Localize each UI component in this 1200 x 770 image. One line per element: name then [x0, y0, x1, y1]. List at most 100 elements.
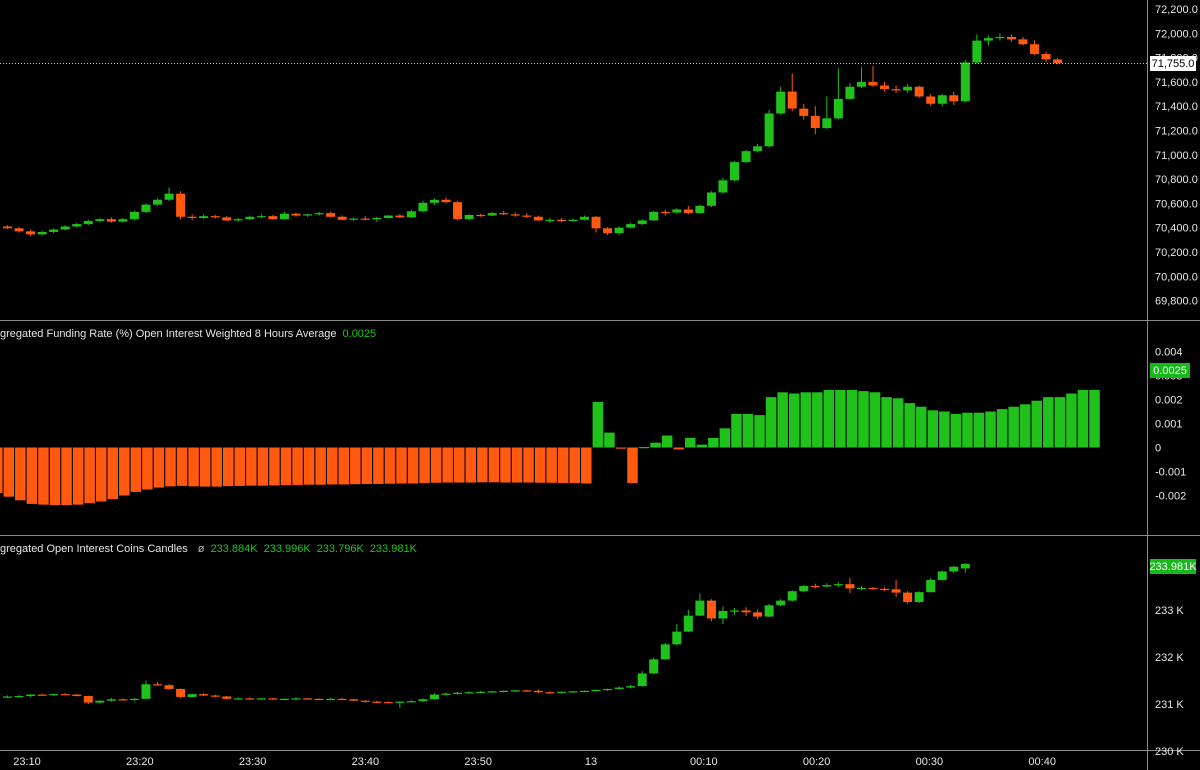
funding-bar — [592, 401, 604, 448]
oi-low: 233.796K — [316, 543, 364, 555]
candle-body — [95, 219, 105, 222]
candle-body — [360, 700, 370, 702]
oi-high: 233.996K — [263, 543, 311, 555]
candle — [395, 214, 405, 218]
funding-bar — [685, 437, 696, 448]
oi-candles — [3, 563, 970, 708]
candle — [845, 578, 855, 594]
candle-body — [706, 192, 716, 206]
candle-body — [741, 610, 751, 613]
funding-bar — [26, 447, 38, 504]
funding-bar — [788, 393, 800, 448]
funding-bar — [119, 447, 130, 496]
candle-body — [591, 216, 601, 229]
candle — [545, 691, 555, 694]
funding-bar — [500, 447, 511, 483]
candle-body — [222, 696, 232, 699]
candle-body — [279, 213, 289, 220]
oi-panel-header: gregated Open Interest Coins Candles ø 2… — [0, 541, 417, 557]
candle — [787, 73, 797, 112]
candle — [660, 642, 670, 660]
candle — [291, 212, 301, 217]
funding-bar — [84, 447, 95, 504]
candle — [14, 695, 24, 698]
funding-bars — [0, 389, 1100, 506]
candle — [14, 227, 24, 233]
candle-body — [545, 692, 555, 694]
candle — [26, 229, 36, 237]
candle-body — [603, 228, 613, 234]
candle-body — [580, 216, 589, 220]
candle-body — [776, 91, 786, 114]
candle — [372, 216, 382, 222]
candle-body — [453, 692, 463, 694]
candle-body — [591, 689, 601, 692]
candle-body — [880, 85, 890, 90]
candle — [3, 225, 12, 229]
candle — [441, 197, 451, 204]
candle — [983, 35, 993, 46]
candle-body — [303, 214, 313, 216]
funding-bar — [892, 398, 904, 448]
candle — [164, 684, 174, 690]
oi-tick-label: 231 K — [1155, 699, 1184, 711]
funding-bar — [326, 447, 338, 485]
candle — [256, 697, 266, 700]
candle-body — [326, 698, 336, 701]
candle-body — [245, 698, 255, 700]
candle — [937, 94, 947, 107]
candle-body — [926, 579, 936, 593]
candle — [222, 696, 232, 700]
candle-body — [960, 62, 970, 102]
candle-body — [1018, 39, 1028, 45]
funding-bar — [673, 447, 684, 450]
candle — [522, 213, 532, 218]
oi-open: 233.884K — [210, 543, 258, 555]
candle-body — [279, 698, 289, 701]
candle — [891, 579, 901, 597]
funding-bar — [477, 447, 488, 483]
funding-bar — [0, 447, 3, 494]
candle-body — [914, 592, 924, 603]
funding-bar — [419, 447, 430, 484]
funding-bar — [846, 389, 858, 448]
candle — [222, 216, 232, 222]
candle-body — [395, 701, 405, 703]
funding-bar — [962, 412, 973, 448]
candle — [1018, 36, 1028, 46]
funding-bar — [465, 447, 477, 483]
candle-body — [568, 691, 578, 693]
funding-bar — [199, 447, 211, 487]
candle — [591, 689, 601, 692]
candle — [937, 570, 947, 581]
candle — [960, 563, 970, 573]
funding-bar — [176, 447, 188, 486]
candle-body — [349, 218, 359, 220]
candle-body — [383, 702, 393, 704]
candle-body — [222, 217, 232, 221]
candle — [730, 608, 740, 615]
candle — [60, 693, 70, 696]
funding-bar — [269, 447, 280, 486]
funding-bar — [1054, 397, 1066, 448]
oi-close: 233.981K — [369, 543, 417, 555]
candle-body — [510, 214, 520, 216]
candle-body — [730, 610, 740, 612]
candle-body — [199, 694, 209, 696]
candle-body — [833, 98, 843, 119]
funding-bar — [835, 389, 846, 448]
candle — [868, 66, 878, 87]
funding-bar — [858, 391, 869, 448]
candle — [499, 210, 509, 215]
candle — [279, 698, 289, 701]
funding-bar — [130, 447, 142, 492]
funding-bar — [488, 447, 500, 483]
candle-body — [464, 692, 474, 694]
candle-body — [429, 199, 439, 203]
funding-tick-label: 0.002 — [1155, 395, 1183, 407]
time-tick-label: 23:30 — [239, 756, 267, 768]
candle-body — [441, 199, 451, 203]
funding-bar — [142, 447, 153, 490]
candle — [95, 700, 105, 704]
candle — [776, 599, 786, 607]
